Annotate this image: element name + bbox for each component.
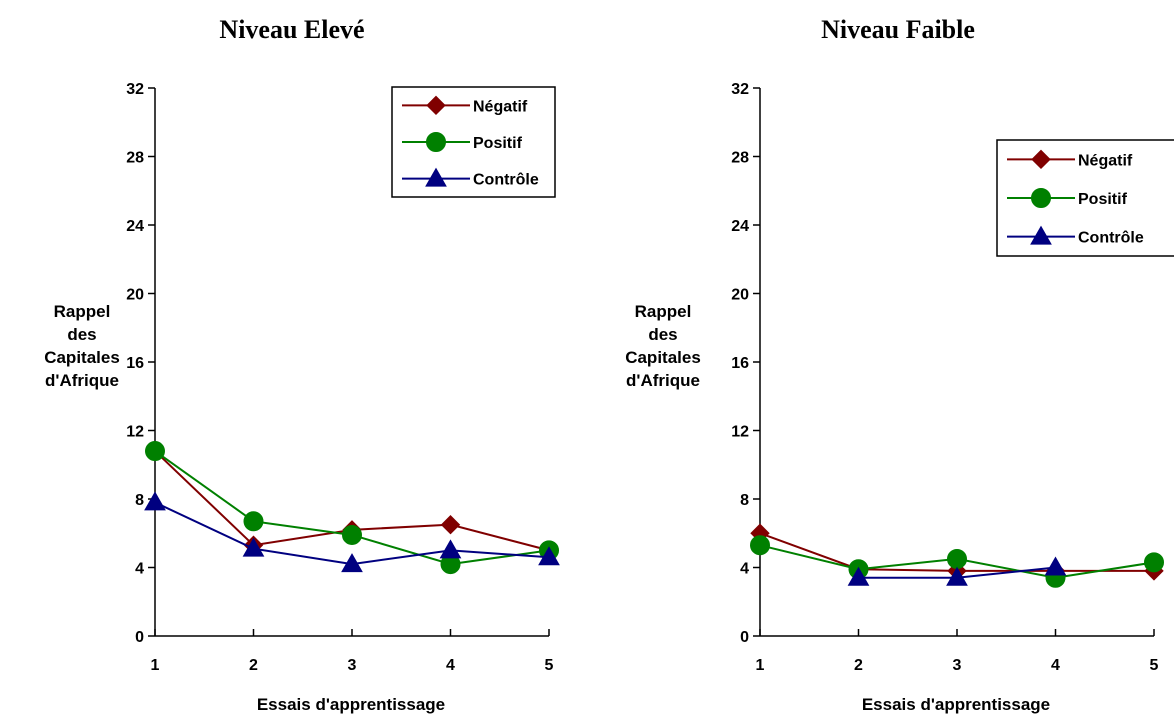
legend-marker-diamond bbox=[1031, 149, 1051, 170]
legend-marker-triangle bbox=[425, 167, 447, 187]
series-triangle bbox=[847, 556, 1067, 586]
data-point-triangle bbox=[439, 539, 462, 559]
y-tick-label: 28 bbox=[126, 150, 144, 167]
legend-marker-circle bbox=[1031, 188, 1051, 208]
data-point-triangle bbox=[242, 537, 265, 557]
y-tick-label: 16 bbox=[126, 355, 144, 372]
data-point-circle bbox=[342, 524, 362, 545]
y-axis-label-line: d'Afrique bbox=[626, 371, 700, 390]
x-axis-label: Essais d'apprentissage bbox=[862, 695, 1050, 714]
legend-label: Négatif bbox=[473, 98, 528, 115]
series-triangle bbox=[144, 491, 560, 573]
x-tick-label: 3 bbox=[348, 657, 357, 674]
y-axis-label-line: Rappel bbox=[635, 302, 692, 321]
data-point-circle bbox=[145, 441, 165, 462]
x-tick-label: 5 bbox=[545, 657, 554, 674]
y-tick-label: 32 bbox=[126, 81, 144, 98]
data-point-circle bbox=[1144, 552, 1164, 573]
x-tick-label: 1 bbox=[756, 657, 765, 674]
y-tick-label: 16 bbox=[731, 355, 749, 372]
y-tick-label: 4 bbox=[135, 561, 144, 578]
series-circle bbox=[750, 535, 1164, 588]
y-axis-label-line: d'Afrique bbox=[45, 371, 119, 390]
y-axis-label-line: des bbox=[67, 325, 96, 344]
y-tick-label: 8 bbox=[135, 492, 144, 509]
legend-marker-circle bbox=[426, 132, 446, 152]
y-tick-label: 20 bbox=[126, 287, 144, 304]
data-point-diamond bbox=[440, 514, 461, 535]
x-tick-label: 2 bbox=[854, 657, 863, 674]
legend-marker-triangle bbox=[1030, 225, 1052, 245]
y-axis-label-line: Capitales bbox=[625, 348, 701, 367]
data-point-triangle bbox=[144, 491, 166, 511]
data-point-circle bbox=[947, 548, 967, 569]
x-axis-label: Essais d'apprentissage bbox=[257, 695, 445, 714]
legend: Négatif Positif Contrôle bbox=[391, 86, 556, 198]
y-tick-label: 12 bbox=[126, 424, 144, 441]
data-point-triangle bbox=[847, 566, 870, 586]
data-point-triangle bbox=[946, 566, 968, 586]
y-tick-label: 32 bbox=[731, 81, 749, 98]
x-tick-label: 4 bbox=[1051, 657, 1060, 674]
legend-label: Contrôle bbox=[1078, 230, 1144, 247]
x-tick-label: 3 bbox=[953, 657, 962, 674]
y-tick-label: 28 bbox=[731, 150, 749, 167]
x-tick-label: 1 bbox=[151, 657, 160, 674]
y-tick-label: 20 bbox=[731, 287, 749, 304]
legend-label: Contrôle bbox=[473, 172, 539, 189]
y-tick-label: 0 bbox=[135, 629, 144, 646]
legend-marker-diamond bbox=[426, 95, 446, 116]
legend-label: Positif bbox=[1078, 191, 1128, 208]
data-point-triangle bbox=[538, 546, 560, 566]
y-tick-label: 8 bbox=[740, 492, 749, 509]
legend-label: Négatif bbox=[1078, 152, 1133, 169]
data-point-triangle bbox=[1044, 556, 1067, 576]
y-tick-label: 24 bbox=[126, 218, 144, 235]
y-tick-label: 24 bbox=[731, 218, 749, 235]
data-point-circle bbox=[243, 511, 264, 532]
x-tick-label: 4 bbox=[446, 657, 455, 674]
y-axis-label-line: Capitales bbox=[44, 348, 120, 367]
legend: Négatif Positif Contrôle bbox=[996, 139, 1174, 257]
y-tick-label: 0 bbox=[740, 629, 749, 646]
y-axis-label-line: des bbox=[648, 325, 677, 344]
y-axis-label-line: Rappel bbox=[54, 302, 111, 321]
chart-title: Niveau Faible bbox=[821, 15, 975, 44]
chart-title: Niveau Elevé bbox=[219, 15, 364, 44]
data-point-circle bbox=[750, 535, 770, 556]
x-tick-label: 5 bbox=[1150, 657, 1159, 674]
y-tick-label: 12 bbox=[731, 424, 749, 441]
data-point-triangle bbox=[341, 553, 363, 573]
y-tick-label: 4 bbox=[740, 561, 749, 578]
x-tick-label: 2 bbox=[249, 657, 258, 674]
legend-label: Positif bbox=[473, 135, 523, 152]
